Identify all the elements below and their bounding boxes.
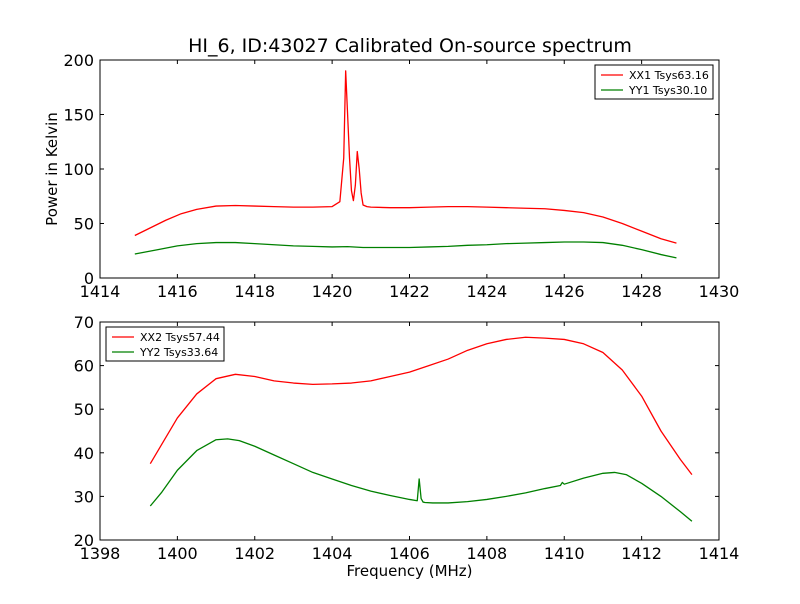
chart-title: HI_6, ID:43027 Calibrated On-source spec… <box>188 35 632 57</box>
legend-box <box>105 326 225 362</box>
y-tick-label: 60 <box>74 357 94 376</box>
x-tick-label: 1422 <box>389 282 430 301</box>
x-tick-label: 1416 <box>157 282 198 301</box>
series-line-2 <box>134 241 677 259</box>
x-tick-label: 1400 <box>157 544 198 563</box>
series-line-1 <box>134 70 677 244</box>
x-tick-label: 1418 <box>234 282 275 301</box>
x-tick-label: 1424 <box>467 282 508 301</box>
y-tick-label: 50 <box>74 215 94 234</box>
y-tick-label: 70 <box>74 313 94 332</box>
legend-label: YY2 Tsys33.64 <box>139 346 218 359</box>
y-tick-label: 200 <box>63 51 94 70</box>
bottom-panel: 1398 1400 1402 1404 1406 1408 1410 1412 1414 20 30… <box>74 313 740 580</box>
y-tick-label: 50 <box>74 400 94 419</box>
legend-box <box>594 64 714 100</box>
x-tick-label: 1410 <box>544 544 585 563</box>
x-tick-label: 1414 <box>80 282 121 301</box>
x-tick-label: 1426 <box>544 282 585 301</box>
legend: XX2 Tsys57.44 YY2 Tsys33.64 <box>105 326 225 362</box>
series-line-1 <box>149 336 693 475</box>
x-tick-label: 1402 <box>234 544 275 563</box>
legend-label: XX1 Tsys63.16 <box>629 69 709 82</box>
x-tick-label: 1428 <box>621 282 662 301</box>
legend-label: YY1 Tsys30.10 <box>628 84 707 97</box>
x-tick-label: 1430 <box>699 282 740 301</box>
y-axis-label: Power in Kelvin <box>43 112 61 226</box>
y-tick-label: 30 <box>74 487 94 506</box>
legend-label: XX2 Tsys57.44 <box>140 331 220 344</box>
y-tick-label: 100 <box>63 160 94 179</box>
x-tick-label: 1398 <box>80 544 121 563</box>
x-tick-label: 1404 <box>312 544 353 563</box>
legend: XX1 Tsys63.16 YY1 Tsys30.10 <box>594 64 714 100</box>
x-tick-label: 1414 <box>699 544 740 563</box>
x-axis-label: Frequency (MHz) <box>346 562 472 580</box>
y-tick-label: 0 <box>84 269 94 288</box>
x-tick-label: 1412 <box>621 544 662 563</box>
series-line-2 <box>149 438 693 522</box>
y-tick-label: 40 <box>74 444 94 463</box>
x-tick-label: 1408 <box>467 544 508 563</box>
x-tick-label: 1420 <box>312 282 353 301</box>
top-panel: 1414 1416 1418 1420 1422 1424 1426 1428 1430 0 50 1… <box>43 51 739 301</box>
y-tick-label: 150 <box>63 106 94 125</box>
x-tick-label: 1406 <box>389 544 430 563</box>
y-tick-label: 20 <box>74 531 94 550</box>
